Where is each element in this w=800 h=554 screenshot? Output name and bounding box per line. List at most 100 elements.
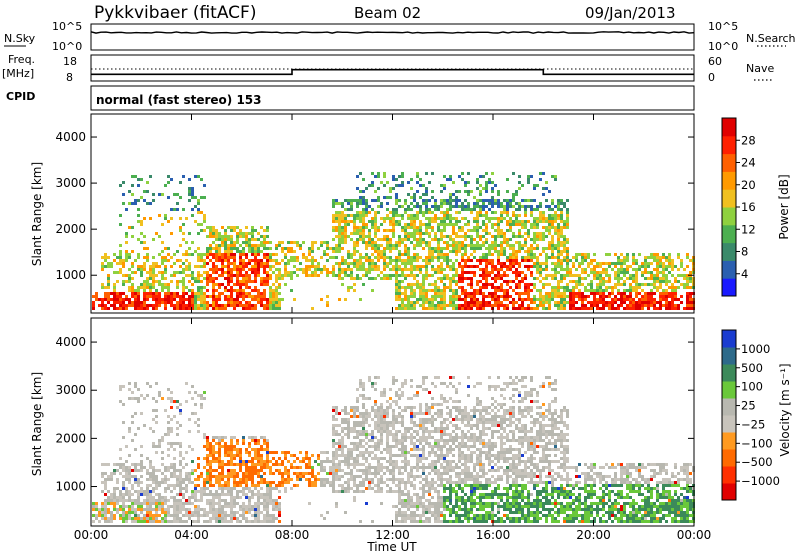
heatmap-cell bbox=[536, 235, 539, 238]
heatmap-cell bbox=[494, 268, 497, 271]
heatmap-cell bbox=[578, 274, 581, 277]
heatmap-cell bbox=[254, 274, 257, 277]
heatmap-cell bbox=[335, 226, 338, 229]
heatmap-cell bbox=[128, 286, 131, 289]
heatmap-cell bbox=[560, 259, 563, 262]
heatmap-cell bbox=[518, 220, 521, 223]
heatmap-cell bbox=[353, 457, 356, 460]
heatmap-cell bbox=[524, 289, 527, 292]
heatmap-cell bbox=[233, 265, 236, 268]
heatmap-cell bbox=[203, 511, 206, 514]
heatmap-cell bbox=[254, 229, 257, 232]
heatmap-cell bbox=[101, 283, 104, 286]
heatmap-cell bbox=[362, 385, 365, 388]
heatmap-cell bbox=[605, 286, 608, 289]
heatmap-cell bbox=[245, 520, 248, 523]
heatmap-cell bbox=[128, 301, 131, 304]
heatmap-cell bbox=[467, 271, 470, 274]
heatmap-cell bbox=[239, 256, 242, 259]
heatmap-cell bbox=[164, 466, 167, 469]
heatmap-cell bbox=[143, 514, 146, 517]
heatmap-cell bbox=[419, 178, 422, 181]
heatmap-cell bbox=[167, 520, 170, 523]
heatmap-cell bbox=[215, 514, 218, 517]
heatmap-cell bbox=[125, 466, 128, 469]
heatmap-cell bbox=[389, 268, 392, 271]
colorbar-tick-label: 4 bbox=[741, 267, 748, 281]
heatmap-cell bbox=[341, 226, 344, 229]
heatmap-cell bbox=[197, 292, 200, 295]
heatmap-cell bbox=[428, 307, 431, 310]
heatmap-cell bbox=[395, 277, 398, 280]
heatmap-cell bbox=[269, 487, 272, 490]
heatmap-cell bbox=[179, 484, 182, 487]
heatmap-cell bbox=[518, 250, 521, 253]
heatmap-cell bbox=[143, 262, 146, 265]
heatmap-cell bbox=[137, 481, 140, 484]
heatmap-cell bbox=[158, 304, 161, 307]
heatmap-cell bbox=[686, 292, 689, 295]
heatmap-cell bbox=[263, 262, 266, 265]
heatmap-cell bbox=[338, 460, 341, 463]
heatmap-cell bbox=[413, 226, 416, 229]
heatmap-cell bbox=[188, 445, 191, 448]
heatmap-cell bbox=[254, 259, 257, 262]
heatmap-cell bbox=[164, 487, 167, 490]
heatmap-cell bbox=[272, 517, 275, 520]
heatmap-cell bbox=[245, 235, 248, 238]
heatmap-cell bbox=[209, 295, 212, 298]
heatmap-cell bbox=[599, 286, 602, 289]
heatmap-cell bbox=[215, 253, 218, 256]
heatmap-cell bbox=[239, 463, 242, 466]
heatmap-cell bbox=[140, 271, 143, 274]
heatmap-cell bbox=[236, 439, 239, 442]
heatmap-cell bbox=[200, 508, 203, 511]
heatmap-cell bbox=[158, 496, 161, 499]
heatmap-cell bbox=[530, 208, 533, 211]
heatmap-cell bbox=[260, 298, 263, 301]
heatmap-cell bbox=[479, 292, 482, 295]
heatmap-cell bbox=[167, 433, 170, 436]
heatmap-cell bbox=[137, 520, 140, 523]
heatmap-cell bbox=[611, 286, 614, 289]
heatmap-cell bbox=[335, 199, 338, 202]
heatmap-cell bbox=[518, 295, 521, 298]
heatmap-cell bbox=[635, 304, 638, 307]
heatmap-cell bbox=[227, 298, 230, 301]
heatmap-cell bbox=[125, 250, 128, 253]
heatmap-cell bbox=[395, 256, 398, 259]
heatmap-cell bbox=[164, 307, 167, 310]
heatmap-cell bbox=[338, 466, 341, 469]
heatmap-cell bbox=[146, 181, 149, 184]
heatmap-cell bbox=[206, 445, 209, 448]
heatmap-cell bbox=[335, 454, 338, 457]
heatmap-cell bbox=[419, 298, 422, 301]
heatmap-cell bbox=[608, 286, 611, 289]
heatmap-cell bbox=[602, 268, 605, 271]
heatmap-cell bbox=[335, 220, 338, 223]
heatmap-cell bbox=[254, 517, 257, 520]
heatmap-cell bbox=[137, 253, 140, 256]
heatmap-cell bbox=[590, 301, 593, 304]
heatmap-cell bbox=[302, 460, 305, 463]
heatmap-cell bbox=[179, 271, 182, 274]
heatmap-cell bbox=[203, 514, 206, 517]
heatmap-cell bbox=[347, 454, 350, 457]
heatmap-cell bbox=[338, 454, 341, 457]
heatmap-cell bbox=[500, 217, 503, 220]
colorbar-segment bbox=[722, 153, 736, 172]
heatmap-cell bbox=[350, 253, 353, 256]
heatmap-cell bbox=[209, 451, 212, 454]
heatmap-cell bbox=[185, 475, 188, 478]
heatmap-cell bbox=[533, 184, 536, 187]
heatmap-cell bbox=[155, 280, 158, 283]
heatmap-cell bbox=[314, 259, 317, 262]
heatmap-cell bbox=[410, 187, 413, 190]
heatmap-cell bbox=[518, 232, 521, 235]
heatmap-cell bbox=[206, 280, 209, 283]
heatmap-cell bbox=[122, 487, 125, 490]
heatmap-cell bbox=[419, 223, 422, 226]
heatmap-cell bbox=[107, 256, 110, 259]
heatmap-cell bbox=[194, 220, 197, 223]
heatmap-cell bbox=[506, 190, 509, 193]
